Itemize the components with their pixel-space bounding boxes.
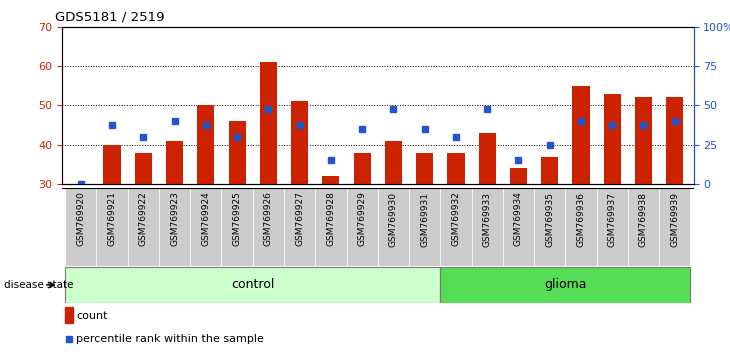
Text: GSM769935: GSM769935: [545, 192, 554, 246]
Bar: [479, 133, 496, 184]
Bar: [541, 156, 558, 184]
Text: GSM769920: GSM769920: [77, 192, 85, 246]
Bar: [191, 188, 221, 266]
Bar: [628, 188, 659, 266]
Text: GSM769924: GSM769924: [201, 192, 210, 246]
Bar: [378, 188, 409, 266]
Bar: [440, 188, 472, 266]
Text: GSM769932: GSM769932: [451, 192, 461, 246]
Bar: [604, 93, 620, 184]
Text: GSM769937: GSM769937: [607, 192, 617, 246]
Bar: [104, 145, 120, 184]
Bar: [472, 188, 503, 266]
Bar: [135, 153, 152, 184]
Bar: [385, 141, 402, 184]
Bar: [659, 188, 691, 266]
Bar: [409, 188, 440, 266]
Text: control: control: [231, 279, 274, 291]
Bar: [221, 188, 253, 266]
Bar: [260, 62, 277, 184]
Bar: [284, 188, 315, 266]
Bar: [440, 267, 691, 303]
Bar: [534, 188, 565, 266]
Bar: [596, 188, 628, 266]
Bar: [65, 267, 440, 303]
Bar: [253, 188, 284, 266]
Text: GDS5181 / 2519: GDS5181 / 2519: [55, 11, 164, 24]
Bar: [128, 188, 159, 266]
Bar: [197, 105, 215, 184]
Bar: [159, 188, 191, 266]
Text: GSM769927: GSM769927: [295, 192, 304, 246]
Bar: [635, 97, 652, 184]
Text: GSM769929: GSM769929: [358, 192, 366, 246]
Text: GSM769923: GSM769923: [170, 192, 179, 246]
Text: GSM769939: GSM769939: [670, 192, 679, 246]
Bar: [416, 153, 434, 184]
Bar: [65, 307, 73, 324]
Text: glioma: glioma: [544, 279, 587, 291]
Text: percentile rank within the sample: percentile rank within the sample: [76, 333, 264, 344]
Text: GSM769933: GSM769933: [483, 192, 492, 246]
Bar: [353, 153, 371, 184]
Bar: [503, 188, 534, 266]
Bar: [510, 169, 527, 184]
Text: GSM769938: GSM769938: [639, 192, 648, 246]
Text: GSM769922: GSM769922: [139, 192, 148, 246]
Text: GSM769930: GSM769930: [389, 192, 398, 246]
Bar: [347, 188, 378, 266]
Bar: [291, 101, 308, 184]
Bar: [96, 188, 128, 266]
Bar: [166, 141, 183, 184]
Bar: [65, 188, 96, 266]
Text: GSM769934: GSM769934: [514, 192, 523, 246]
Bar: [666, 97, 683, 184]
Text: GSM769925: GSM769925: [233, 192, 242, 246]
Bar: [565, 188, 596, 266]
Bar: [315, 188, 347, 266]
Bar: [228, 121, 246, 184]
Text: GSM769926: GSM769926: [264, 192, 273, 246]
Text: disease state: disease state: [4, 280, 73, 290]
Text: GSM769928: GSM769928: [326, 192, 335, 246]
Text: GSM769931: GSM769931: [420, 192, 429, 246]
Text: GSM769921: GSM769921: [107, 192, 117, 246]
Text: GSM769936: GSM769936: [577, 192, 585, 246]
Bar: [447, 153, 464, 184]
Bar: [322, 176, 339, 184]
Bar: [572, 86, 590, 184]
Text: count: count: [76, 310, 108, 321]
